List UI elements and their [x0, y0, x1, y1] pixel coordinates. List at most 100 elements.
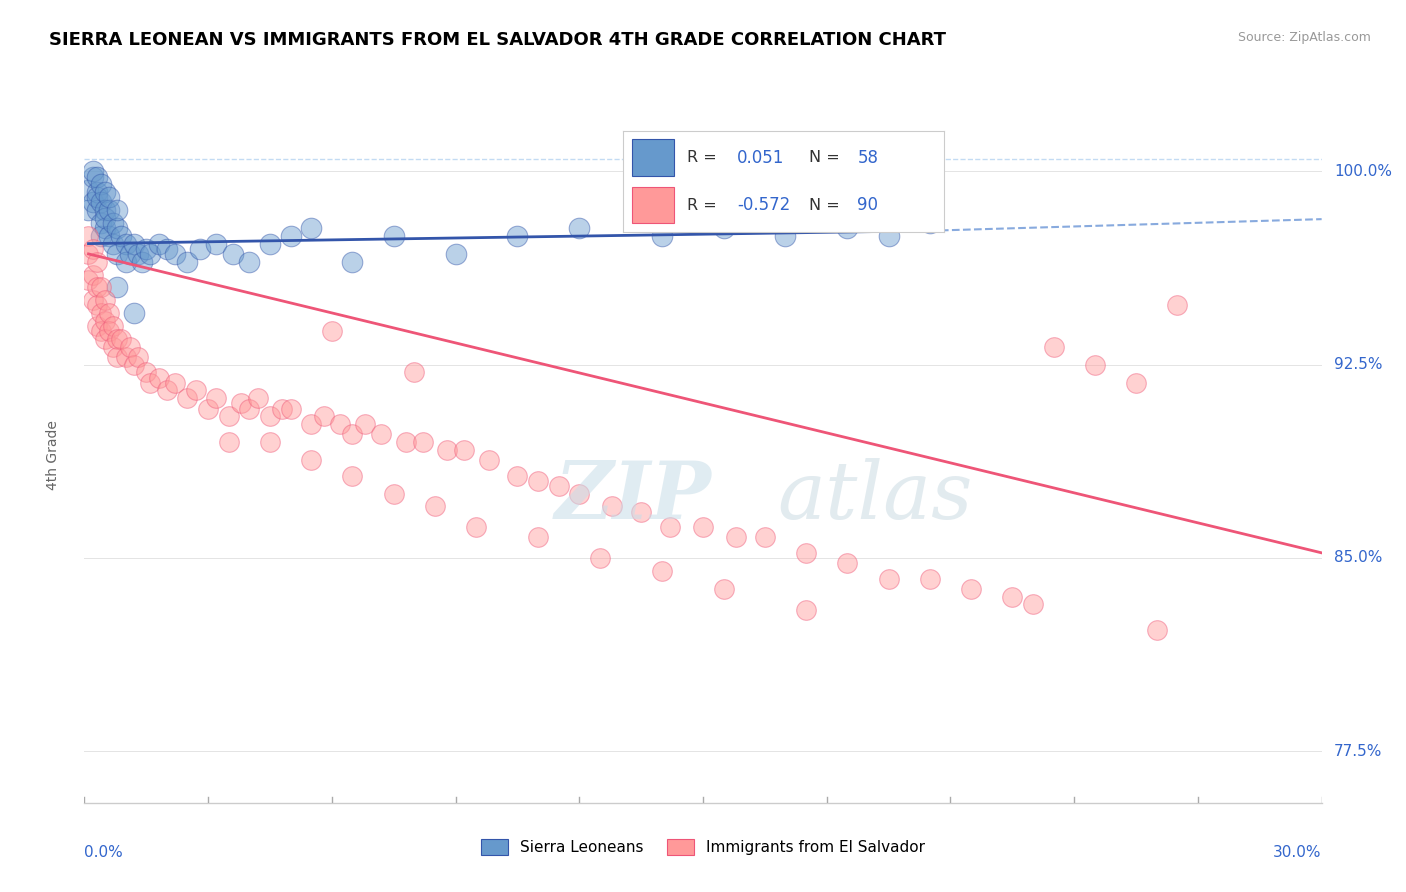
Point: [382, 228, 405, 243]
Point: [229, 396, 252, 410]
Point: [918, 216, 941, 230]
Bar: [633, 187, 673, 223]
Point: [114, 350, 136, 364]
Point: [103, 340, 125, 354]
Point: [90, 324, 112, 338]
Point: [148, 236, 170, 251]
Point: [589, 551, 612, 566]
Point: [246, 391, 269, 405]
Text: 0.051: 0.051: [737, 149, 785, 167]
Text: atlas: atlas: [778, 458, 973, 535]
Point: [259, 435, 281, 450]
Point: [342, 254, 364, 268]
Point: [127, 350, 149, 364]
Point: [98, 190, 121, 204]
Point: [465, 520, 488, 534]
Point: [404, 366, 426, 380]
Point: [122, 358, 145, 372]
Point: [131, 254, 153, 268]
Point: [90, 216, 112, 230]
Point: [271, 401, 294, 416]
Point: [342, 427, 364, 442]
Point: [103, 236, 125, 251]
Point: [205, 391, 228, 405]
Point: [321, 324, 343, 338]
Point: [506, 228, 529, 243]
Point: [98, 324, 121, 338]
Text: 0.0%: 0.0%: [84, 845, 124, 860]
Point: [77, 273, 100, 287]
Point: [114, 254, 136, 268]
Point: [77, 247, 100, 261]
Text: 85.0%: 85.0%: [1334, 550, 1382, 566]
Point: [837, 221, 859, 235]
Point: [148, 370, 170, 384]
Point: [77, 182, 100, 196]
Point: [86, 190, 108, 204]
Point: [94, 314, 117, 328]
Text: 90: 90: [858, 196, 879, 214]
Point: [135, 366, 157, 380]
Text: 77.5%: 77.5%: [1334, 744, 1382, 759]
Text: Source: ZipAtlas.com: Source: ZipAtlas.com: [1237, 31, 1371, 45]
Point: [110, 332, 132, 346]
Point: [98, 203, 121, 218]
Point: [280, 228, 302, 243]
Point: [86, 185, 108, 199]
Text: R =: R =: [688, 197, 721, 212]
Point: [259, 236, 281, 251]
Point: [1125, 376, 1147, 390]
Point: [754, 530, 776, 544]
Point: [382, 486, 405, 500]
Point: [105, 332, 128, 346]
Point: [105, 221, 128, 235]
Point: [960, 582, 983, 596]
Point: [197, 401, 219, 416]
Point: [122, 306, 145, 320]
Point: [412, 435, 434, 450]
Point: [114, 236, 136, 251]
Point: [118, 340, 141, 354]
Point: [794, 546, 817, 560]
Point: [135, 242, 157, 256]
Point: [105, 203, 128, 218]
Point: [299, 453, 322, 467]
Point: [630, 505, 652, 519]
Bar: [633, 139, 673, 176]
Point: [659, 520, 682, 534]
Point: [651, 564, 673, 578]
Point: [1022, 598, 1045, 612]
Point: [165, 376, 187, 390]
Point: [82, 242, 104, 256]
Point: [110, 228, 132, 243]
Point: [94, 332, 117, 346]
Point: [918, 572, 941, 586]
Point: [713, 582, 735, 596]
Point: [453, 442, 475, 457]
Point: [342, 468, 364, 483]
Point: [82, 268, 104, 282]
Point: [90, 178, 112, 192]
Point: [1042, 340, 1064, 354]
Point: [118, 247, 141, 261]
Point: [259, 409, 281, 424]
Point: [775, 228, 797, 243]
Point: [238, 254, 260, 268]
Point: [568, 486, 591, 500]
Point: [527, 530, 550, 544]
Point: [837, 556, 859, 570]
Point: [105, 350, 128, 364]
Point: [312, 409, 335, 424]
Point: [184, 384, 207, 398]
Text: 30.0%: 30.0%: [1274, 845, 1322, 860]
Point: [86, 254, 108, 268]
Point: [222, 247, 245, 261]
Point: [94, 211, 117, 225]
Point: [90, 195, 112, 210]
Point: [188, 242, 211, 256]
Point: [94, 185, 117, 199]
Point: [176, 391, 198, 405]
Point: [692, 520, 714, 534]
Point: [77, 228, 100, 243]
Point: [1001, 590, 1024, 604]
